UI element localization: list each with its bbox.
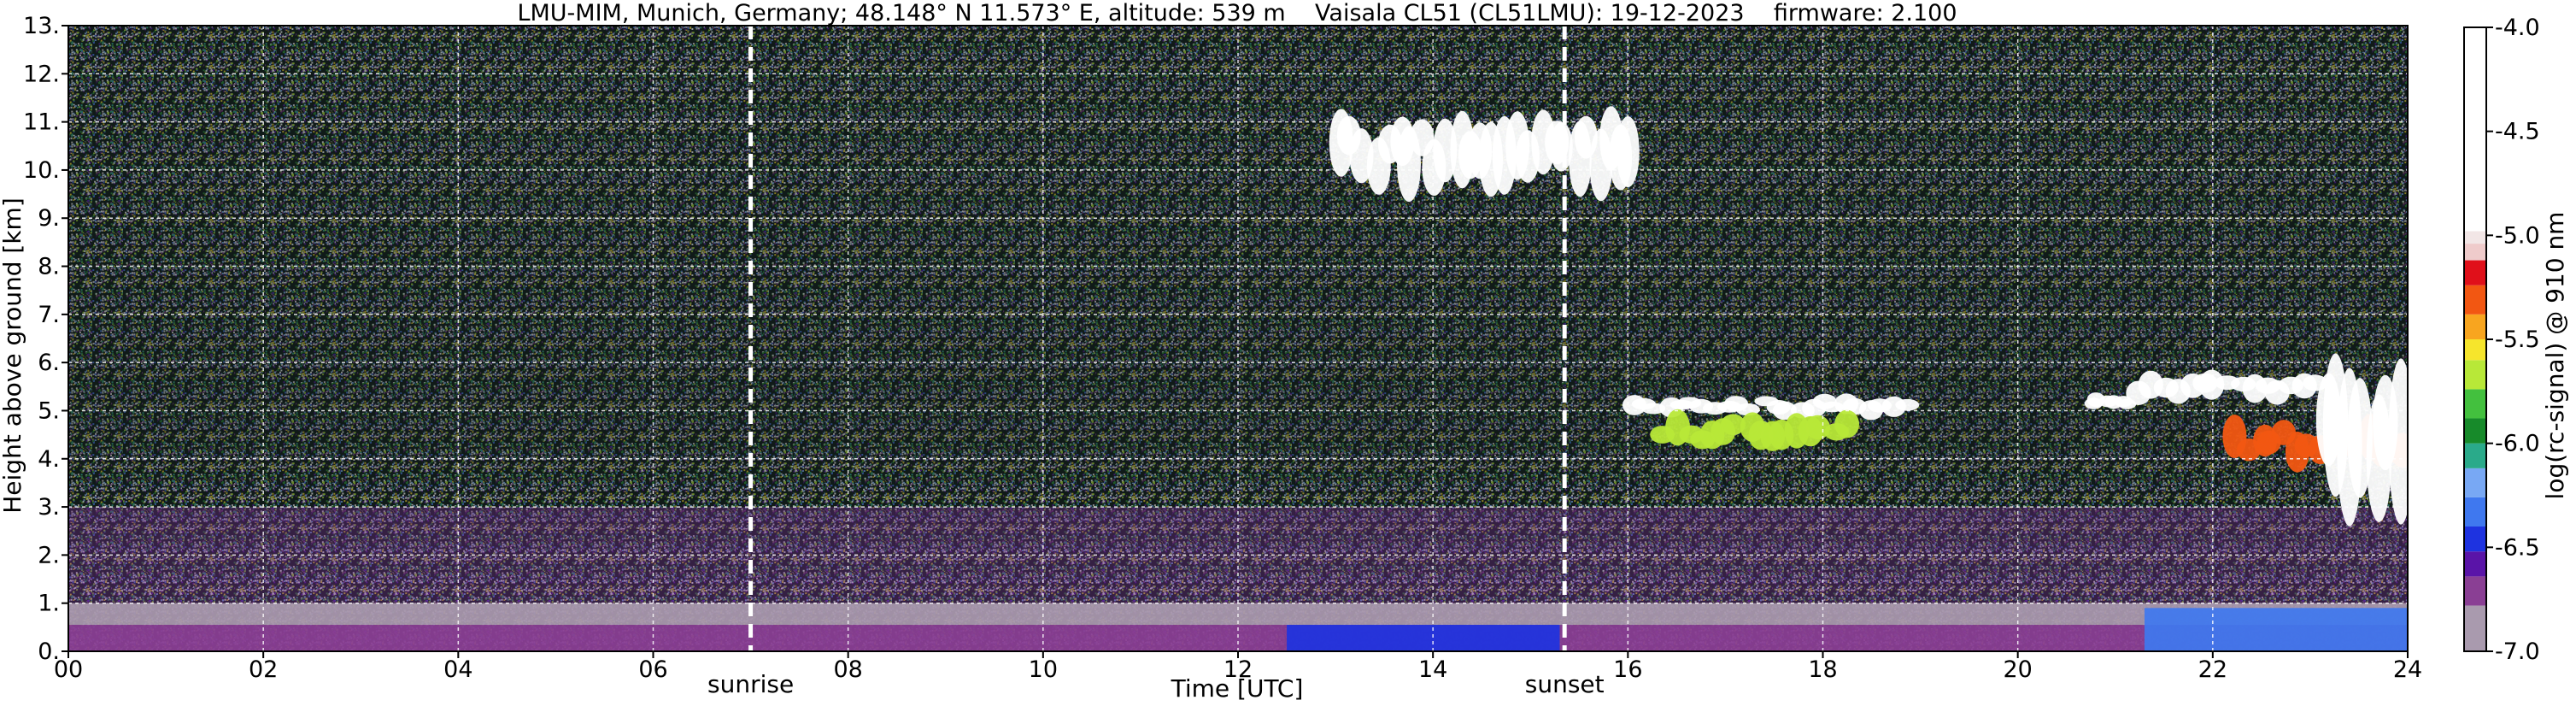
colorbar-segment (2464, 389, 2486, 419)
x-tick-label: 12 (1223, 656, 1253, 683)
x-tick-label: 08 (833, 656, 862, 683)
colorbar-segment (2464, 360, 2486, 390)
x-tick-label: 22 (2198, 656, 2227, 683)
colorbar-tick-label: -4.0 (2495, 15, 2540, 41)
cloud-patch (1641, 403, 1666, 415)
y-tick-label: 7. (38, 302, 60, 328)
y-tick-label: 6. (38, 350, 60, 376)
colorbar-segment (2464, 551, 2486, 577)
colorbar-segment (2464, 285, 2486, 315)
cloud-patch (1805, 415, 1831, 440)
y-tick-label: 0. (38, 638, 60, 665)
y-axis: 0. 1. 2. 3. 4. 5. 6. 7. 8. 9. 10. 11. 12. 13. (23, 13, 68, 665)
colorbar-tick-label: -6.5 (2495, 534, 2540, 561)
x-tick-label: 14 (1418, 656, 1447, 683)
cloud-patch (1834, 409, 1860, 438)
grid-layer (68, 26, 2408, 651)
cloud-patch (1550, 122, 1573, 172)
colorbar-segment (2464, 314, 2486, 339)
colorbar-segment (2464, 244, 2486, 261)
y-tick-label: 5. (38, 397, 60, 424)
y-tick-label: 10. (23, 157, 60, 184)
event-label-sunrise: sunrise (707, 670, 794, 698)
colorbar-tick-label: -5.0 (2495, 222, 2540, 249)
boundary-layer (2144, 608, 2408, 651)
colorbar (2463, 26, 2487, 652)
event-label-sunset: sunset (1525, 670, 1605, 698)
x-tick-label: 02 (249, 656, 278, 683)
colorbar-segment (2464, 497, 2486, 527)
y-tick-label: 9. (38, 205, 60, 232)
event-layer (748, 26, 1567, 651)
colorbar-tick-label: -6.0 (2495, 431, 2540, 457)
x-tick-label: 20 (2003, 656, 2032, 683)
cloud-patch (2199, 369, 2225, 400)
colorbar-tick-label: -4.5 (2495, 119, 2540, 145)
colorbar-segment (2464, 605, 2486, 651)
colorbar-tick-label: -5.5 (2495, 327, 2540, 353)
chart-title: LMU-MIM, Munich, Germany; 48.148° N 11.5… (517, 0, 1957, 26)
cloud-patch (2388, 358, 2408, 525)
x-axis-label: Time [UTC] (1171, 674, 1304, 703)
x-tick-label: 16 (1613, 656, 1642, 683)
colorbar-segment (2464, 339, 2486, 361)
cloud-patch (1721, 414, 1746, 436)
y-tick-label: 12. (23, 61, 60, 87)
x-tick-label: 10 (1029, 656, 1058, 683)
colorbar-segment (2464, 443, 2486, 468)
y-tick-label: 8. (38, 254, 60, 280)
colorbar-segment (2464, 576, 2486, 606)
x-tick-label: 18 (1808, 656, 1837, 683)
y-tick-label: 4. (38, 446, 60, 473)
cloud-patch (1895, 398, 1920, 411)
y-tick-label: 3. (38, 494, 60, 521)
boundary-layer (1287, 625, 1560, 651)
colorbar-segment (2464, 418, 2486, 444)
y-tick-label: 2. (38, 542, 60, 568)
plot-area (68, 26, 2408, 651)
x-axis: 00 02 04 06 08 10 12 14 16 18 20 22 24 (54, 651, 2422, 683)
cloud-patch (1433, 118, 1458, 183)
colorbar-axis: -4.0 -4.5 -5.0 -5.5 -6.0 -6.5 -7.0 (2486, 15, 2540, 665)
colorbar-segment (2464, 468, 2486, 497)
event-labels: sunrise sunset (707, 670, 1605, 698)
colorbar-segment (2464, 527, 2486, 552)
x-tick-label: 06 (638, 656, 667, 683)
x-tick-label: 00 (54, 656, 83, 683)
colorbar-segment (2464, 27, 2486, 232)
y-tick-label: 1. (38, 591, 60, 617)
y-axis-label: Height above ground [km] (0, 197, 26, 514)
colorbar-tick-label: -7.0 (2495, 638, 2540, 665)
y-tick-label: 13. (23, 13, 60, 39)
x-tick-label: 04 (443, 656, 472, 683)
x-tick-label: 24 (2393, 656, 2422, 683)
colorbar-segment (2464, 260, 2486, 285)
colorbar-segment (2464, 231, 2486, 244)
y-tick-label: 11. (23, 109, 60, 136)
colorbar-label: log(rc-signal) @ 910 nm (2541, 212, 2569, 500)
cloud-patch (2347, 378, 2373, 498)
